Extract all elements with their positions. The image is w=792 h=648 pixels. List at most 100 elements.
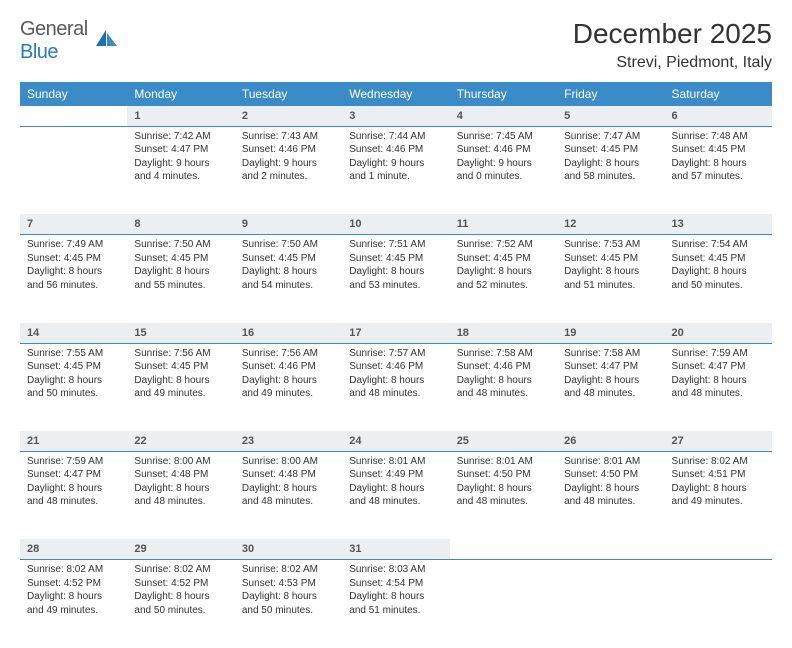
daylight-line: Daylight: 8 hours and 48 minutes.: [457, 482, 550, 509]
daylight-line: Daylight: 8 hours and 57 minutes.: [672, 157, 765, 184]
day-info-cell: Sunrise: 7:56 AMSunset: 4:45 PMDaylight:…: [127, 343, 234, 431]
day-info-cell: [665, 560, 772, 648]
day-info-cell: [450, 560, 557, 648]
daylight-line: Daylight: 8 hours and 49 minutes.: [134, 374, 227, 401]
day-info-cell: Sunrise: 7:49 AMSunset: 4:45 PMDaylight:…: [20, 235, 127, 323]
day-info-cell: Sunrise: 7:56 AMSunset: 4:46 PMDaylight:…: [235, 343, 342, 431]
weekday-header: Thursday: [450, 82, 557, 106]
daylight-line: Daylight: 8 hours and 48 minutes.: [349, 482, 442, 509]
sunrise-line: Sunrise: 8:02 AM: [27, 563, 120, 577]
day-info-cell: Sunrise: 8:00 AMSunset: 4:48 PMDaylight:…: [127, 451, 234, 539]
day-number-cell: 22: [127, 431, 234, 451]
day-info-row: Sunrise: 7:49 AMSunset: 4:45 PMDaylight:…: [20, 235, 772, 323]
day-info-row: Sunrise: 7:55 AMSunset: 4:45 PMDaylight:…: [20, 343, 772, 431]
day-number-cell: 24: [342, 431, 449, 451]
sunset-line: Sunset: 4:47 PM: [134, 143, 227, 157]
daylight-line: Daylight: 8 hours and 50 minutes.: [242, 590, 335, 617]
sunset-line: Sunset: 4:45 PM: [672, 143, 765, 157]
daylight-line: Daylight: 8 hours and 48 minutes.: [564, 482, 657, 509]
daylight-line: Daylight: 8 hours and 50 minutes.: [672, 265, 765, 292]
daylight-line: Daylight: 8 hours and 49 minutes.: [242, 374, 335, 401]
sunset-line: Sunset: 4:52 PM: [134, 577, 227, 591]
day-info-cell: Sunrise: 8:01 AMSunset: 4:50 PMDaylight:…: [450, 451, 557, 539]
day-number-row: 28293031: [20, 539, 772, 559]
day-number-cell: 6: [665, 106, 772, 126]
day-number-cell: 20: [665, 323, 772, 343]
sunset-line: Sunset: 4:50 PM: [564, 468, 657, 482]
day-number-cell: 29: [127, 539, 234, 559]
sunset-line: Sunset: 4:47 PM: [672, 360, 765, 374]
sunrise-line: Sunrise: 7:55 AM: [27, 347, 120, 361]
sunset-line: Sunset: 4:45 PM: [134, 360, 227, 374]
day-number-cell: 11: [450, 214, 557, 234]
sunrise-line: Sunrise: 7:59 AM: [672, 347, 765, 361]
day-info-cell: Sunrise: 7:54 AMSunset: 4:45 PMDaylight:…: [665, 235, 772, 323]
sunset-line: Sunset: 4:45 PM: [457, 252, 550, 266]
day-info-cell: Sunrise: 8:02 AMSunset: 4:53 PMDaylight:…: [235, 560, 342, 648]
brand-part2: Blue: [20, 41, 58, 63]
sunrise-line: Sunrise: 7:53 AM: [564, 238, 657, 252]
calendar-body: 123456Sunrise: 7:42 AMSunset: 4:47 PMDay…: [20, 106, 772, 648]
sunrise-line: Sunrise: 7:44 AM: [349, 130, 442, 144]
weekday-header-row: SundayMondayTuesdayWednesdayThursdayFrid…: [20, 82, 772, 106]
sunrise-line: Sunrise: 8:02 AM: [242, 563, 335, 577]
daylight-line: Daylight: 8 hours and 50 minutes.: [134, 590, 227, 617]
day-info-cell: Sunrise: 8:01 AMSunset: 4:50 PMDaylight:…: [557, 451, 664, 539]
sunset-line: Sunset: 4:53 PM: [242, 577, 335, 591]
sunset-line: Sunset: 4:45 PM: [564, 252, 657, 266]
sunrise-line: Sunrise: 7:49 AM: [27, 238, 120, 252]
sunrise-line: Sunrise: 7:56 AM: [134, 347, 227, 361]
sunset-line: Sunset: 4:46 PM: [349, 143, 442, 157]
sunrise-line: Sunrise: 8:01 AM: [349, 455, 442, 469]
daylight-line: Daylight: 8 hours and 48 minutes.: [27, 482, 120, 509]
location-text: Strevi, Piedmont, Italy: [573, 54, 772, 72]
day-info-cell: Sunrise: 7:43 AMSunset: 4:46 PMDaylight:…: [235, 126, 342, 214]
daylight-line: Daylight: 9 hours and 2 minutes.: [242, 157, 335, 184]
day-number-row: 14151617181920: [20, 323, 772, 343]
day-number-cell: 26: [557, 431, 664, 451]
day-info-cell: Sunrise: 8:02 AMSunset: 4:51 PMDaylight:…: [665, 451, 772, 539]
day-info-row: Sunrise: 7:59 AMSunset: 4:47 PMDaylight:…: [20, 451, 772, 539]
sunset-line: Sunset: 4:48 PM: [242, 468, 335, 482]
day-number-cell: 1: [127, 106, 234, 126]
daylight-line: Daylight: 9 hours and 0 minutes.: [457, 157, 550, 184]
sunrise-line: Sunrise: 8:02 AM: [134, 563, 227, 577]
day-number-cell: 27: [665, 431, 772, 451]
daylight-line: Daylight: 8 hours and 56 minutes.: [27, 265, 120, 292]
daylight-line: Daylight: 8 hours and 58 minutes.: [564, 157, 657, 184]
title-block: December 2025 Strevi, Piedmont, Italy: [573, 18, 772, 72]
day-number-cell: [450, 539, 557, 559]
day-number-cell: 19: [557, 323, 664, 343]
sunset-line: Sunset: 4:45 PM: [242, 252, 335, 266]
day-info-cell: Sunrise: 7:58 AMSunset: 4:47 PMDaylight:…: [557, 343, 664, 431]
day-info-cell: Sunrise: 7:44 AMSunset: 4:46 PMDaylight:…: [342, 126, 449, 214]
daylight-line: Daylight: 8 hours and 48 minutes.: [242, 482, 335, 509]
day-info-cell: Sunrise: 7:55 AMSunset: 4:45 PMDaylight:…: [20, 343, 127, 431]
sunset-line: Sunset: 4:46 PM: [349, 360, 442, 374]
day-info-cell: Sunrise: 7:47 AMSunset: 4:45 PMDaylight:…: [557, 126, 664, 214]
day-info-cell: [20, 126, 127, 214]
sunset-line: Sunset: 4:48 PM: [134, 468, 227, 482]
sunset-line: Sunset: 4:45 PM: [349, 252, 442, 266]
daylight-line: Daylight: 8 hours and 48 minutes.: [349, 374, 442, 401]
weekday-header: Wednesday: [342, 82, 449, 106]
sunset-line: Sunset: 4:47 PM: [564, 360, 657, 374]
calendar-table: SundayMondayTuesdayWednesdayThursdayFrid…: [20, 82, 772, 648]
daylight-line: Daylight: 8 hours and 48 minutes.: [134, 482, 227, 509]
sunset-line: Sunset: 4:51 PM: [672, 468, 765, 482]
day-info-cell: Sunrise: 7:48 AMSunset: 4:45 PMDaylight:…: [665, 126, 772, 214]
weekday-header: Saturday: [665, 82, 772, 106]
sunset-line: Sunset: 4:46 PM: [242, 143, 335, 157]
daylight-line: Daylight: 8 hours and 51 minutes.: [564, 265, 657, 292]
sunrise-line: Sunrise: 8:01 AM: [457, 455, 550, 469]
day-number-cell: 10: [342, 214, 449, 234]
weekday-header: Friday: [557, 82, 664, 106]
sunrise-line: Sunrise: 7:56 AM: [242, 347, 335, 361]
day-number-row: 78910111213: [20, 214, 772, 234]
sunrise-line: Sunrise: 7:50 AM: [242, 238, 335, 252]
day-number-cell: 7: [20, 214, 127, 234]
day-number-cell: 25: [450, 431, 557, 451]
daylight-line: Daylight: 9 hours and 1 minute.: [349, 157, 442, 184]
sunset-line: Sunset: 4:54 PM: [349, 577, 442, 591]
daylight-line: Daylight: 8 hours and 50 minutes.: [27, 374, 120, 401]
